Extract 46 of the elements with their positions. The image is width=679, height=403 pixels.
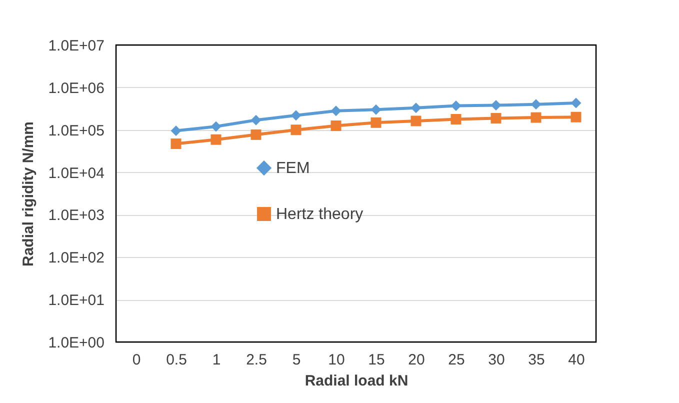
x-tick-label: 10 bbox=[328, 352, 345, 368]
y-tick-label: 1.0E+05 bbox=[48, 122, 104, 140]
point bbox=[330, 120, 342, 131]
point bbox=[250, 114, 262, 126]
y-tick-label: 1.0E+03 bbox=[48, 207, 104, 224]
x-tick-label: 20 bbox=[408, 352, 425, 368]
y-tick-label: 1.0E+07 bbox=[48, 38, 104, 54]
x-tick-label: 5 bbox=[292, 352, 301, 368]
y-tick-label: 1.0E+00 bbox=[48, 334, 104, 352]
x-tick-label: 40 bbox=[568, 352, 585, 368]
x-tick-label: 30 bbox=[488, 352, 505, 368]
point bbox=[490, 112, 502, 124]
x-tick-label: 15 bbox=[368, 352, 385, 368]
x-tick-label: 25 bbox=[448, 352, 465, 368]
point bbox=[210, 134, 222, 145]
point bbox=[370, 117, 382, 128]
x-tick-label: 35 bbox=[528, 352, 545, 368]
point bbox=[570, 112, 582, 122]
legend-label: Hertz theory bbox=[276, 206, 364, 223]
point bbox=[410, 116, 422, 126]
point bbox=[530, 99, 542, 110]
point bbox=[570, 98, 582, 108]
y-tick-label: 1.0E+06 bbox=[48, 80, 104, 97]
x-tick-label: 1 bbox=[212, 352, 221, 368]
point bbox=[210, 121, 222, 132]
x-tick-label: 0 bbox=[132, 352, 141, 368]
point bbox=[290, 110, 302, 121]
point bbox=[170, 138, 182, 150]
point bbox=[290, 124, 302, 136]
y-axis-title: Radial rigidity N/mm bbox=[20, 121, 38, 267]
point bbox=[370, 104, 382, 115]
y-tick-label: 1.0E+01 bbox=[48, 292, 104, 310]
point bbox=[530, 112, 542, 123]
y-tick-label: 1.0E+02 bbox=[48, 250, 104, 267]
point bbox=[450, 114, 462, 124]
point bbox=[330, 106, 342, 116]
x-tick-label: 2.5 bbox=[246, 352, 267, 368]
point bbox=[490, 100, 502, 110]
x-axis-title: Radial load kN bbox=[304, 372, 408, 390]
legend-label: FEM bbox=[276, 160, 310, 177]
point bbox=[450, 100, 462, 111]
x-tick-label: 0.5 bbox=[166, 352, 187, 368]
point bbox=[410, 102, 422, 114]
point bbox=[170, 126, 182, 136]
y-tick-label: 1.0E+04 bbox=[48, 164, 104, 182]
point bbox=[250, 129, 262, 140]
